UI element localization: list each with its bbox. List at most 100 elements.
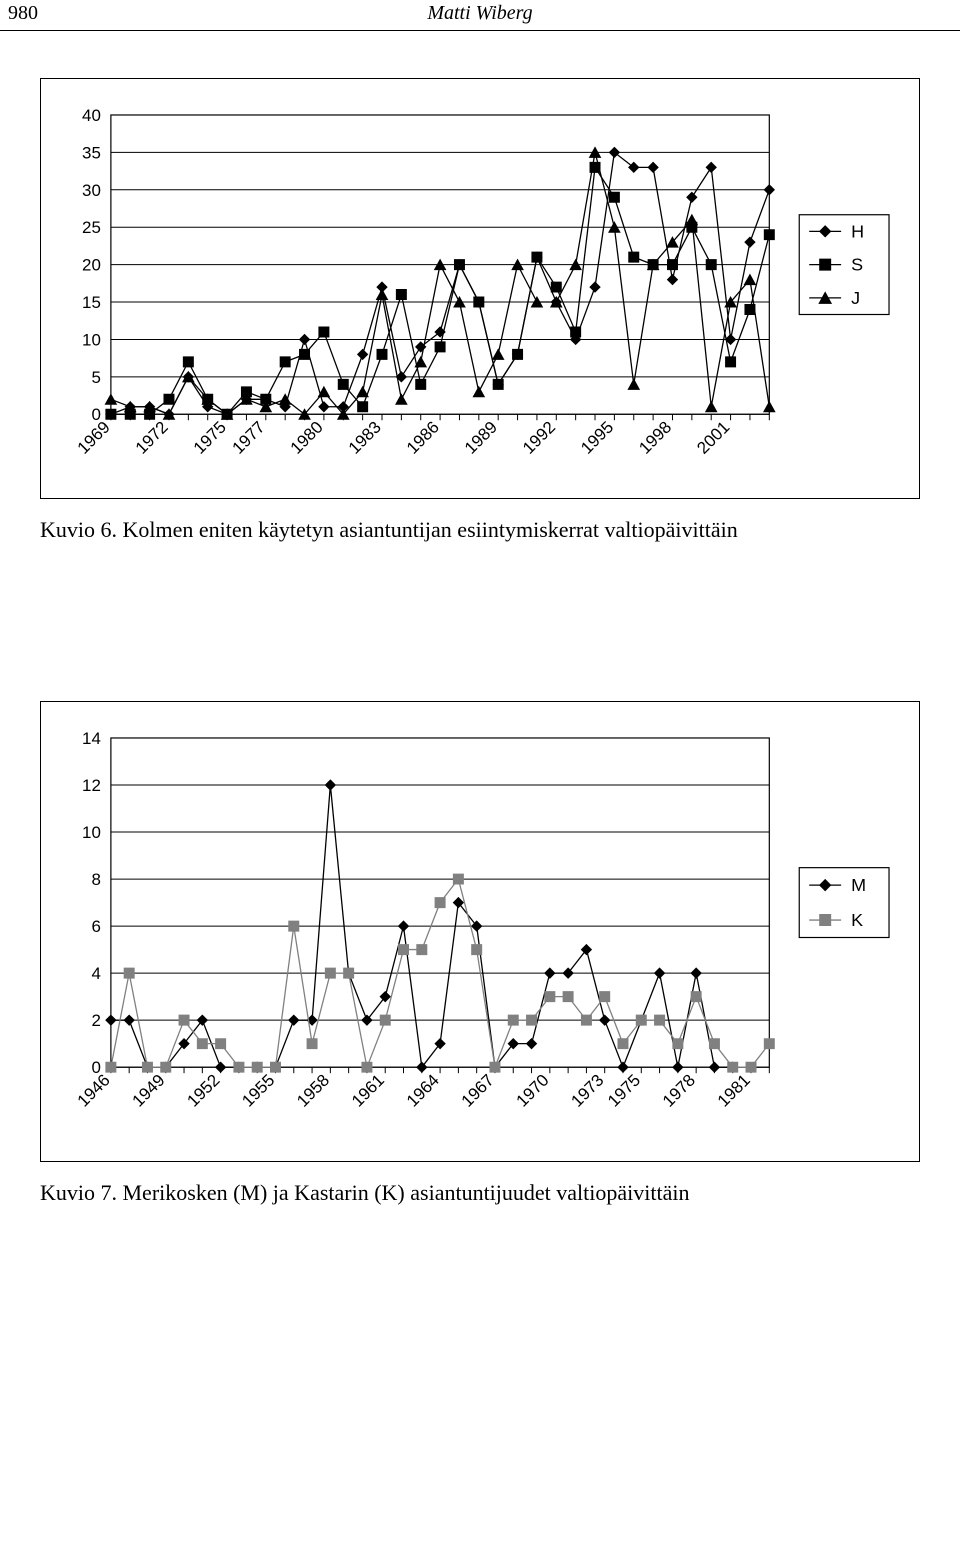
y-tick-label: 10 — [82, 823, 101, 842]
marker-S — [551, 282, 561, 292]
legend-label-M: M — [851, 875, 866, 895]
x-tick-label: 1955 — [238, 1071, 278, 1111]
marker-K — [435, 898, 445, 908]
marker-S — [454, 260, 464, 270]
marker-K — [709, 1039, 719, 1049]
y-tick-label: 20 — [82, 256, 101, 275]
marker-J — [493, 349, 504, 359]
chart-2: 0246810121419461949195219551958196119641… — [61, 728, 899, 1147]
marker-M — [124, 1015, 134, 1025]
x-tick-label: 1958 — [293, 1071, 333, 1111]
marker-J — [357, 387, 368, 397]
x-tick-label: 1977 — [229, 418, 269, 458]
marker-S — [319, 327, 329, 337]
marker-H — [745, 237, 755, 247]
marker-S — [667, 260, 677, 270]
x-tick-label: 1970 — [513, 1071, 553, 1111]
x-tick-label: 1980 — [287, 418, 327, 458]
x-tick-label: 1946 — [74, 1071, 114, 1111]
x-tick-label: 1973 — [567, 1071, 607, 1111]
marker-K — [142, 1062, 152, 1072]
marker-H — [358, 349, 368, 359]
y-tick-label: 35 — [82, 143, 101, 162]
marker-M — [691, 968, 701, 978]
legend-label-K: K — [851, 910, 863, 930]
marker-K — [636, 1015, 646, 1025]
x-tick-label: 2001 — [693, 418, 733, 458]
author-name: Matti Wiberg — [427, 2, 532, 25]
marker-K — [399, 945, 409, 955]
marker-M — [399, 921, 409, 931]
marker-M — [618, 1062, 628, 1072]
marker-H — [300, 334, 310, 344]
marker-H — [590, 282, 600, 292]
marker-M — [655, 968, 665, 978]
marker-H — [319, 402, 329, 412]
marker-K — [746, 1062, 756, 1072]
marker-K — [234, 1062, 244, 1072]
marker-S — [493, 379, 503, 389]
x-tick-label: 1978 — [659, 1071, 699, 1111]
marker-K — [271, 1062, 281, 1072]
marker-S — [513, 349, 523, 359]
x-tick-label: 1989 — [461, 418, 501, 458]
legend-marker-S — [820, 259, 831, 270]
x-tick-label: 1981 — [714, 1071, 754, 1111]
x-tick-label: 1972 — [132, 418, 172, 458]
y-tick-label: 8 — [91, 870, 100, 889]
marker-J — [628, 379, 639, 389]
marker-S — [706, 260, 716, 270]
marker-H — [706, 162, 716, 172]
legend-label-J: J — [851, 288, 860, 308]
marker-S — [280, 357, 290, 367]
marker-K — [179, 1015, 189, 1025]
marker-K — [453, 874, 463, 884]
page-header: 980 Matti Wiberg — [0, 0, 960, 40]
marker-H — [764, 185, 774, 195]
x-tick-label: 1952 — [183, 1071, 223, 1111]
marker-J — [377, 290, 388, 300]
chart-2-caption: Kuvio 7. Merikosken (M) ja Kastarin (K) … — [40, 1180, 920, 1206]
marker-K — [380, 1015, 390, 1025]
legend-marker-K — [820, 915, 831, 926]
legend-label-H: H — [851, 221, 864, 241]
marker-K — [417, 945, 427, 955]
marker-M — [673, 1062, 683, 1072]
marker-J — [396, 394, 407, 404]
marker-K — [197, 1039, 207, 1049]
marker-K — [563, 992, 573, 1002]
marker-K — [106, 1062, 116, 1072]
x-tick-label: 1961 — [348, 1071, 388, 1111]
marker-M — [289, 1015, 299, 1025]
marker-M — [545, 968, 555, 978]
marker-S — [474, 297, 484, 307]
legend-label-S: S — [851, 255, 863, 275]
marker-K — [325, 968, 335, 978]
y-tick-label: 6 — [91, 917, 100, 936]
y-tick-label: 2 — [91, 1011, 100, 1030]
marker-K — [545, 992, 555, 1002]
marker-K — [161, 1062, 171, 1072]
chart-2-container: 0246810121419461949195219551958196119641… — [40, 701, 920, 1162]
x-tick-label: 1964 — [403, 1071, 443, 1111]
marker-K — [344, 968, 354, 978]
marker-S — [726, 357, 736, 367]
marker-K — [362, 1062, 372, 1072]
marker-S — [358, 402, 368, 412]
y-tick-label: 5 — [91, 368, 100, 387]
marker-K — [307, 1039, 317, 1049]
marker-J — [706, 402, 717, 412]
x-tick-label: 1975 — [190, 418, 230, 458]
marker-K — [673, 1039, 683, 1049]
header-rule — [0, 30, 960, 31]
marker-K — [691, 992, 701, 1002]
marker-S — [764, 230, 774, 240]
marker-H — [667, 275, 677, 285]
marker-S — [106, 409, 116, 419]
y-tick-label: 10 — [82, 330, 101, 349]
chart-1: 0510152025303540196919721975197719801983… — [61, 105, 899, 484]
marker-S — [377, 349, 387, 359]
x-tick-label: 1992 — [519, 418, 559, 458]
chart-1-container: 0510152025303540196919721975197719801983… — [40, 78, 920, 499]
marker-K — [124, 968, 134, 978]
